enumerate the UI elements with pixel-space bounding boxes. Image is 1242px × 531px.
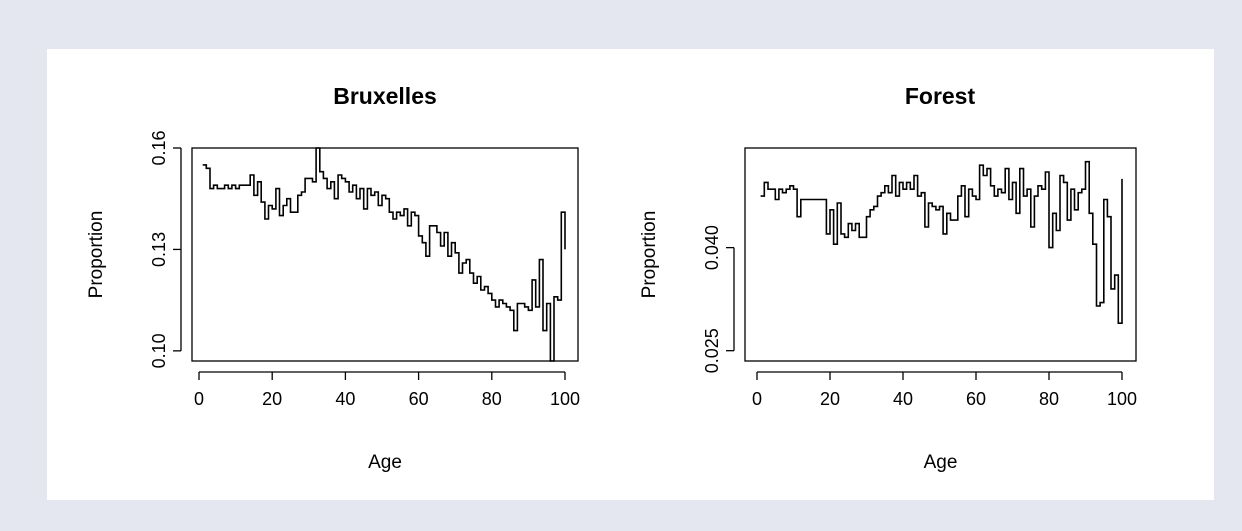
bruxelles-x-tick-label: 60 [409, 389, 429, 409]
bruxelles-y-axis-label: Proportion [86, 211, 107, 299]
forest-x-axis-label: Age [924, 452, 958, 473]
bruxelles-x-tick-label: 20 [262, 389, 282, 409]
bruxelles-x-tick-label: 100 [550, 389, 580, 409]
forest-x-tick-label: 40 [893, 389, 913, 409]
forest-y-axis-label: Proportion [639, 211, 660, 299]
forest-x-tick-label: 100 [1107, 389, 1137, 409]
bruxelles-y-tick-label: 0.13 [149, 232, 169, 267]
forest-x-tick-label: 60 [966, 389, 986, 409]
bruxelles-plot-box [191, 147, 579, 362]
bruxelles-y-tick-label: 0.10 [149, 333, 169, 368]
bruxelles-x-axis-label: Age [368, 452, 402, 473]
chart-canvas: Bruxelles 0 20 40 60 80 100 Age 0.10 0.13 0.16 Prop… [86, 83, 1137, 473]
forest-series-line [760, 160, 1123, 324]
bruxelles-x-tick-label: 80 [482, 389, 502, 409]
forest-x-tick-label: 20 [820, 389, 840, 409]
forest-y-tick-label: 0.040 [702, 225, 722, 270]
forest-plot-box [744, 147, 1137, 362]
bruxelles-x-tick-label: 40 [335, 389, 355, 409]
bruxelles-y-tick-label: 0.16 [149, 130, 169, 165]
bruxelles-series-line [202, 147, 566, 362]
forest-y-tick-label: 0.025 [702, 328, 722, 373]
chart-panel: Bruxelles 0 20 40 60 80 100 Age 0.10 0.13 0.16 Prop… [47, 49, 1214, 500]
forest-title: Forest [905, 83, 976, 109]
forest-x-tick-label: 80 [1039, 389, 1059, 409]
forest-x-tick-label: 0 [752, 389, 762, 409]
bruxelles-x-tick-label: 0 [194, 389, 204, 409]
bruxelles-title: Bruxelles [333, 83, 437, 109]
